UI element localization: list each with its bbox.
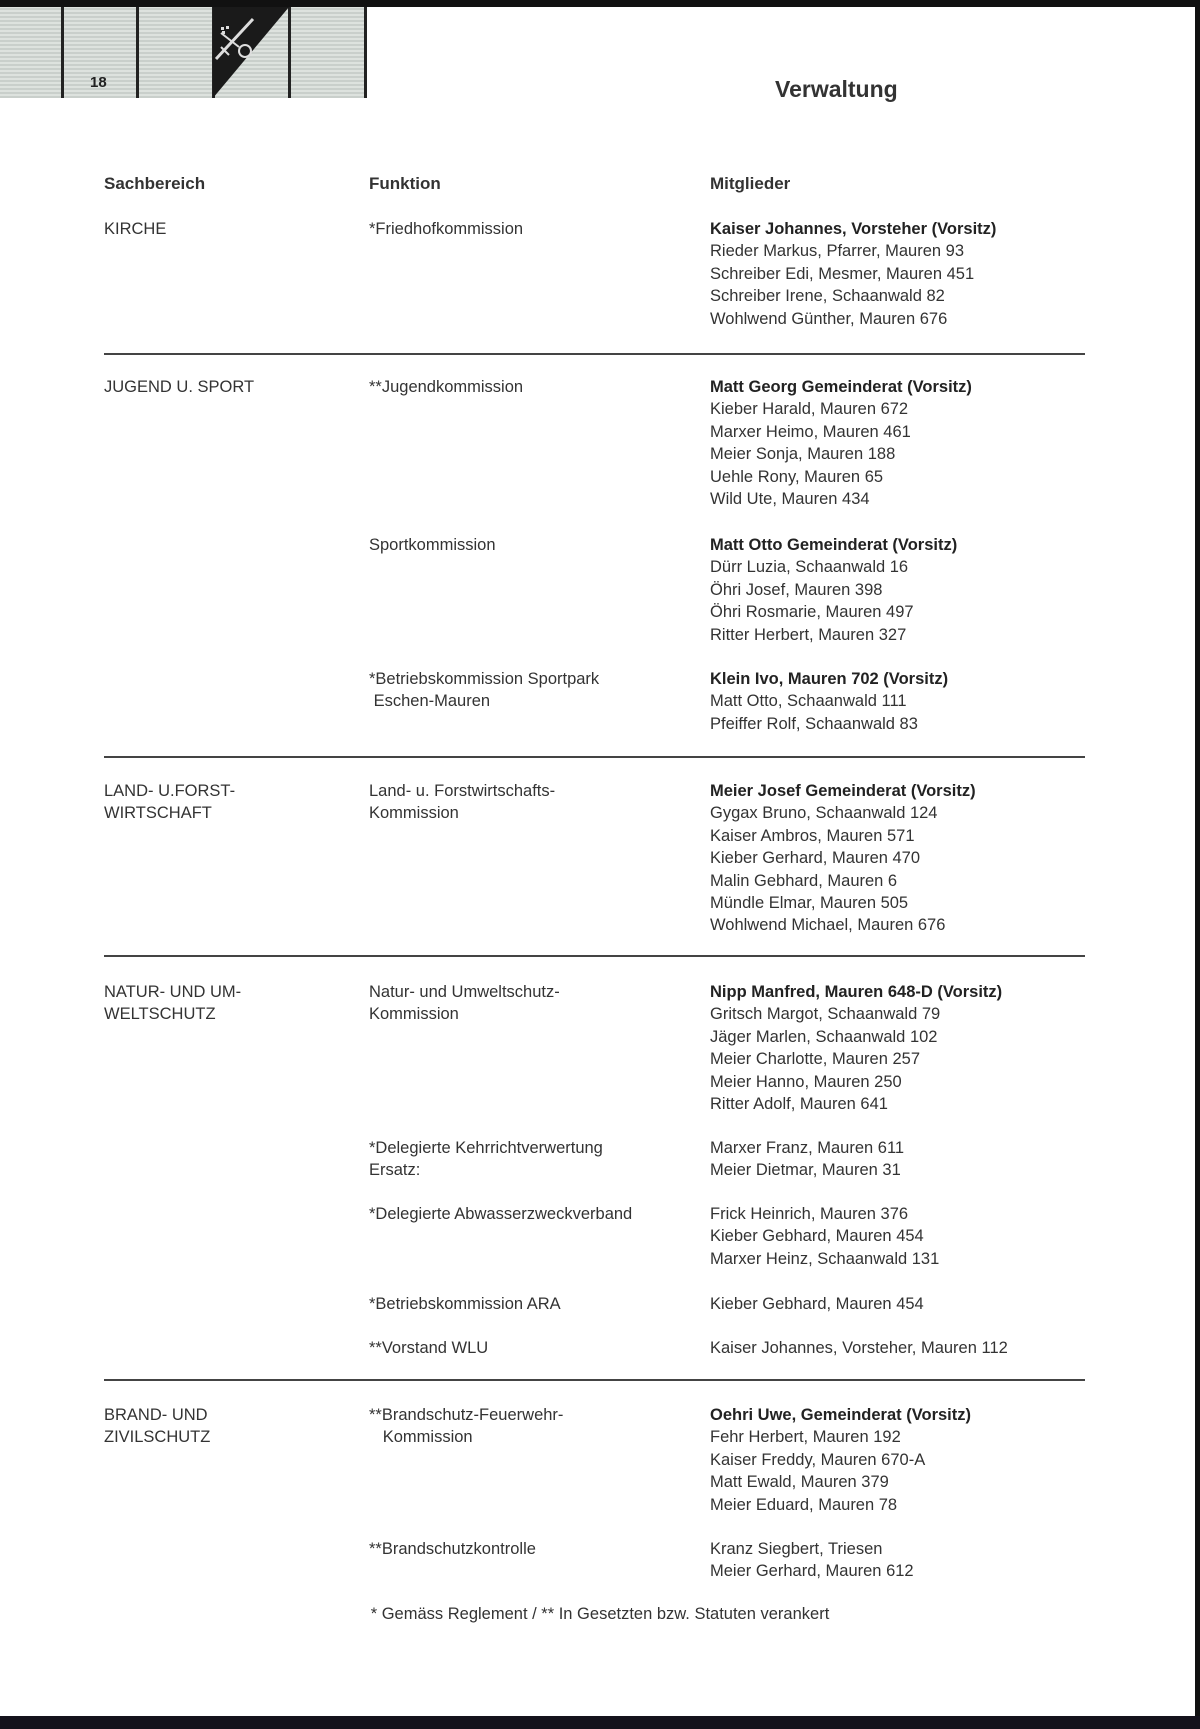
section-area-label: NATUR- UND UM- bbox=[104, 983, 242, 1001]
chair-name: Nipp Manfred, Mauren 648-D (Vorsitz) bbox=[710, 983, 1003, 1001]
member-list-item: Meier Eduard, Mauren 78 bbox=[710, 1495, 898, 1514]
member-list-item: Fehr Herbert, Mauren 192 bbox=[710, 1428, 901, 1447]
function-label: Ersatz: bbox=[369, 1161, 421, 1180]
function-label: Kommission bbox=[369, 804, 459, 823]
function-label: Land- u. Forstwirtschafts- bbox=[369, 782, 556, 800]
header-tab-strip bbox=[0, 7, 366, 98]
chair-name: Meier Josef Gemeinderat (Vorsitz) bbox=[710, 782, 976, 800]
chair-member: Oehri Uwe, Gemeinderat (Vorsitz) bbox=[710, 1404, 971, 1426]
section-divider bbox=[104, 1379, 1085, 1381]
member-list-item: Kieber Gebhard, Mauren 454 bbox=[710, 1227, 924, 1246]
chair-name: Oehri Uwe, Gemeinderat (Vorsitz) bbox=[710, 1406, 972, 1424]
function-label: Sportkommission bbox=[369, 536, 496, 554]
tab-divider bbox=[288, 7, 291, 98]
function-label: **Brandschutz-Feuerwehr- bbox=[369, 1406, 564, 1424]
member-list-item: Kranz Siegbert, Triesen bbox=[710, 1540, 883, 1558]
chair-member: Nipp Manfred, Mauren 648-D (Vorsitz) bbox=[710, 981, 1002, 1003]
function-label: *Delegierte Kehrrichtverwertung bbox=[369, 1139, 603, 1157]
section-area-label: ZIVILSCHUTZ bbox=[104, 1428, 211, 1447]
chair-name: Matt Otto Gemeinderat (Vorsitz) bbox=[710, 536, 958, 554]
member-list-item: Kieber Gerhard, Mauren 470 bbox=[710, 849, 921, 868]
tab-divider bbox=[136, 7, 139, 98]
member-list-item: Öhri Rosmarie, Mauren 497 bbox=[710, 603, 914, 622]
member-list-item: Matt Ewald, Mauren 379 bbox=[710, 1473, 889, 1492]
member-list-item: Kieber Harald, Mauren 672 bbox=[710, 400, 909, 419]
member-list-item: Gritsch Margot, Schaanwald 79 bbox=[710, 1005, 941, 1024]
member-list-item: Meier Gerhard, Mauren 612 bbox=[710, 1562, 914, 1581]
member-list-item: Meier Hanno, Mauren 250 bbox=[710, 1072, 902, 1091]
member-list-item: Marxer Franz, Mauren 611 bbox=[710, 1139, 905, 1157]
member-list-item: Ritter Adolf, Mauren 641 bbox=[710, 1095, 888, 1113]
crossed-swords-emblem-icon bbox=[213, 7, 289, 98]
chair-name: Klein Ivo, Mauren 702 (Vorsitz) bbox=[710, 670, 949, 688]
chair-member: Meier Josef Gemeinderat (Vorsitz) bbox=[710, 780, 976, 802]
member-list-item: Gygax Bruno, Schaanwald 124 bbox=[710, 804, 938, 823]
column-header-members: Mitglieder bbox=[710, 174, 791, 193]
section-area-label: WELTSCHUTZ bbox=[104, 1005, 216, 1024]
function-label: Kommission bbox=[369, 1005, 459, 1024]
member-list-item: Dürr Luzia, Schaanwald 16 bbox=[710, 558, 909, 577]
function-label: Eschen-Mauren bbox=[369, 692, 491, 711]
function-label: *Betriebskommission ARA bbox=[369, 1295, 561, 1313]
member-list-item: Schreiber Irene, Schaanwald 82 bbox=[710, 287, 945, 306]
chair-name: Matt Georg Gemeinderat (Vorsitz) bbox=[710, 378, 972, 396]
function-label: Natur- und Umweltschutz- bbox=[369, 983, 560, 1001]
function-label: **Jugendkommission bbox=[369, 378, 524, 396]
section-area-label: JUGEND U. SPORT bbox=[104, 378, 255, 396]
member-list-item: Marxer Heinz, Schaanwald 131 bbox=[710, 1249, 940, 1268]
function-label: **Brandschutzkontrolle bbox=[369, 1540, 536, 1558]
section-area-label: LAND- U.FORST- bbox=[104, 782, 236, 800]
member-list-item: Wohlwend Michael, Mauren 676 bbox=[710, 916, 946, 935]
column-header-function: Funktion bbox=[369, 174, 441, 193]
member-list-item: Pfeiffer Rolf, Schaanwald 83 bbox=[710, 714, 918, 733]
member-list-item: Schreiber Edi, Mesmer, Mauren 451 bbox=[710, 264, 975, 283]
member-list-item: Wild Ute, Mauren 434 bbox=[710, 490, 870, 508]
member-list-item: Meier Dietmar, Mauren 31 bbox=[710, 1161, 901, 1180]
chair-member: Klein Ivo, Mauren 702 (Vorsitz) bbox=[710, 668, 948, 690]
member-list-item: Meier Charlotte, Mauren 257 bbox=[710, 1050, 921, 1069]
page-number: 18 bbox=[90, 74, 107, 91]
section-divider bbox=[104, 353, 1085, 355]
chair-member: Matt Otto Gemeinderat (Vorsitz) bbox=[710, 534, 957, 556]
member-list-item: Öhri Josef, Mauren 398 bbox=[710, 580, 883, 599]
section-divider bbox=[104, 955, 1085, 957]
function-label: Kommission bbox=[369, 1428, 473, 1447]
member-list-item: Uehle Rony, Mauren 65 bbox=[710, 467, 884, 486]
section-area-label: KIRCHE bbox=[104, 220, 167, 238]
chair-member: Kaiser Johannes, Vorsteher (Vorsitz) bbox=[710, 218, 996, 240]
section-area-label: BRAND- UND bbox=[104, 1406, 208, 1424]
scan-border-top bbox=[0, 0, 1200, 7]
column-header-area: Sachbereich bbox=[104, 174, 206, 193]
member-list-item: Matt Otto, Schaanwald 111 bbox=[710, 692, 907, 711]
member-list-item: Kaiser Freddy, Mauren 670-A bbox=[710, 1450, 926, 1469]
footnote: * Gemäss Reglement / ** In Gesetzten bzw… bbox=[370, 1605, 830, 1623]
section-area-label: WIRTSCHAFT bbox=[104, 804, 212, 823]
member-list-item: Kaiser Ambros, Mauren 571 bbox=[710, 826, 915, 845]
function-label: *Betriebskommission Sportpark bbox=[369, 670, 600, 688]
function-label: *Delegierte Abwasserzweckverband bbox=[369, 1205, 633, 1223]
member-list-item: Ritter Herbert, Mauren 327 bbox=[710, 625, 907, 644]
member-list-item: Wohlwend Günther, Mauren 676 bbox=[710, 309, 948, 328]
member-list-item: Mündle Elmar, Mauren 505 bbox=[710, 894, 909, 912]
page-title: Verwaltung bbox=[775, 76, 898, 102]
chair-member: Matt Georg Gemeinderat (Vorsitz) bbox=[710, 376, 972, 398]
member-list-item: Marxer Heimo, Mauren 461 bbox=[710, 422, 911, 441]
member-list-item: Meier Sonja, Mauren 188 bbox=[710, 445, 896, 464]
member-list-item: Frick Heinrich, Mauren 376 bbox=[710, 1205, 909, 1223]
section-divider bbox=[104, 756, 1085, 758]
scan-border-bottom bbox=[0, 1716, 1200, 1729]
function-label: **Vorstand WLU bbox=[369, 1339, 489, 1357]
chair-name: Kaiser Johannes, Vorsteher (Vorsitz) bbox=[710, 220, 997, 238]
tab-divider bbox=[364, 7, 367, 98]
member-list-item: Rieder Markus, Pfarrer, Mauren 93 bbox=[710, 242, 965, 261]
member-list-item: Jäger Marlen, Schaanwald 102 bbox=[710, 1027, 938, 1046]
scan-border-right bbox=[1195, 0, 1200, 1729]
member-list-item: Malin Gebhard, Mauren 6 bbox=[710, 871, 898, 890]
function-label: *Friedhofkommission bbox=[369, 220, 524, 238]
member-list-item: Kaiser Johannes, Vorsteher, Mauren 112 bbox=[710, 1339, 1008, 1357]
tab-divider bbox=[61, 7, 64, 98]
member-list-item: Kieber Gebhard, Mauren 454 bbox=[710, 1295, 924, 1313]
